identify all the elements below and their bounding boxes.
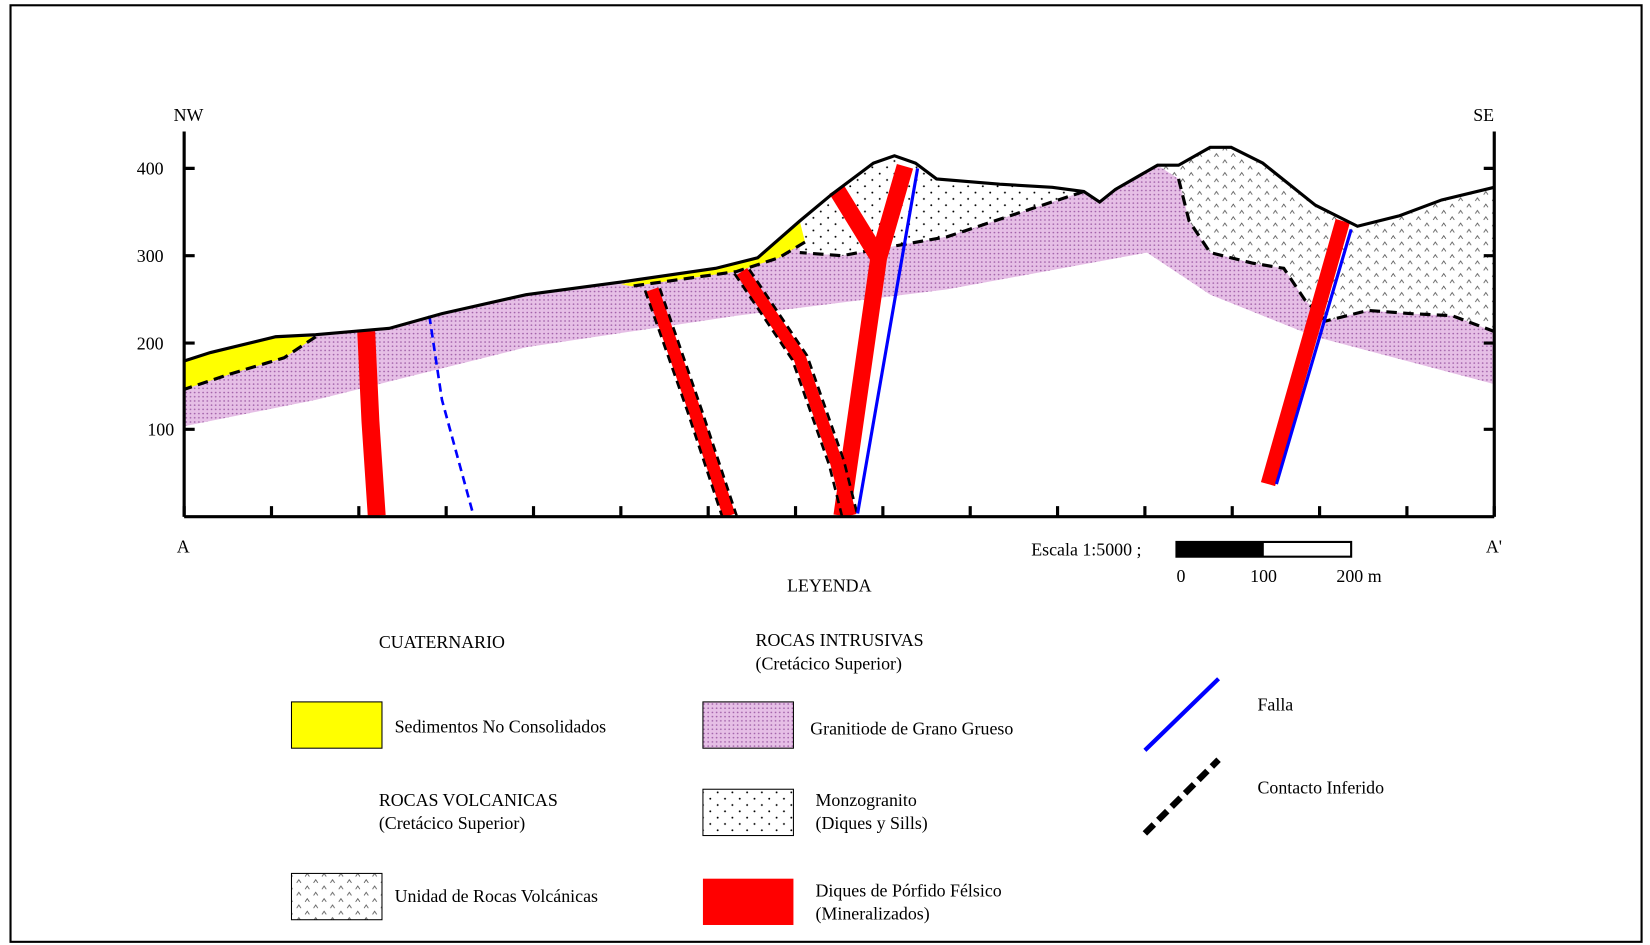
scale-tick: 100 xyxy=(1250,566,1277,586)
legend-heading: ROCAS VOLCANICAS xyxy=(379,790,558,810)
scale-label: Escala 1:5000 ; xyxy=(1031,540,1141,560)
orientation-right: SE xyxy=(1473,105,1494,125)
legend-item: (Diques y Sills) xyxy=(816,813,928,834)
legend-swatch xyxy=(703,789,793,835)
legend-swatch xyxy=(291,873,381,919)
legend-item: (Mineralizados) xyxy=(816,904,930,925)
end-label: A' xyxy=(1486,536,1502,556)
scale-tick: 0 xyxy=(1176,566,1185,586)
end-label: A xyxy=(177,536,190,556)
scale-bar-fill xyxy=(1176,542,1263,557)
legend-swatch xyxy=(703,702,793,748)
legend-contact xyxy=(1145,760,1219,834)
elevation-label: 100 xyxy=(147,420,174,440)
geology xyxy=(184,147,1494,515)
elevation-label: 200 xyxy=(137,333,164,353)
legend-item: Sedimentos No Consolidados xyxy=(395,716,607,736)
legend-heading: ROCAS INTRUSIVAS xyxy=(756,630,924,650)
legend-title: LEYENDA xyxy=(787,575,871,595)
legend-heading: (Cretácico Superior) xyxy=(756,653,902,674)
legend-item: Falla xyxy=(1257,694,1293,714)
elevation-label: 400 xyxy=(137,159,164,179)
legend-item: Unidad de Rocas Volcánicas xyxy=(395,886,598,906)
legend-swatch xyxy=(703,879,793,925)
elevation-label: 300 xyxy=(137,246,164,266)
legend-item: Contacto Inferido xyxy=(1257,777,1384,797)
legend-item: Diques de Pórfido Félsico xyxy=(816,881,1002,901)
legend-item: Monzogranito xyxy=(816,790,917,810)
orientation-left: NW xyxy=(174,105,204,125)
scale-tick: 200 m xyxy=(1336,566,1381,586)
legend-swatch xyxy=(291,702,381,748)
legend-heading: CUATERNARIO xyxy=(379,632,505,652)
cross-section-figure: NW SE 400 300 200 100 A A' Escala 1:5000… xyxy=(0,0,1650,945)
legend-fault xyxy=(1145,679,1219,751)
legend-item: Granitiode de Grano Grueso xyxy=(810,719,1013,739)
legend-heading: (Cretácico Superior) xyxy=(379,813,525,834)
